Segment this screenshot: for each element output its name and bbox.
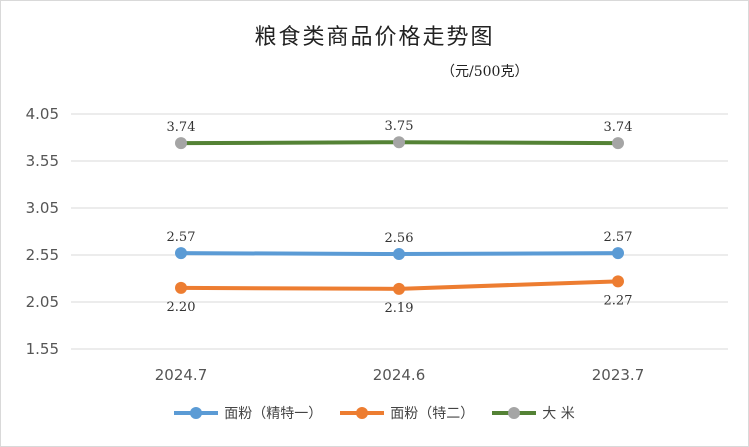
data-label: 2.19: [385, 301, 414, 316]
y-tick-label: 1.55: [26, 340, 59, 358]
legend-swatch-flour-premium: [174, 406, 219, 420]
legend-item-flour-premium: 面粉（精特一）: [174, 403, 322, 423]
data-label: 3.74: [604, 120, 633, 135]
data-label: 3.74: [167, 120, 196, 135]
data-point: [175, 247, 187, 260]
legend-item-flour-grade2: 面粉（特二）: [340, 403, 474, 423]
data-point: [393, 248, 405, 261]
data-label: 2.57: [604, 230, 633, 245]
x-tick-label: 2024.7: [155, 366, 208, 384]
data-label: 2.57: [167, 230, 196, 245]
legend: 面粉（精特一） 面粉（特二） 大 米: [1, 403, 748, 423]
y-tick-label: 4.05: [26, 105, 59, 123]
y-tick-label: 2.05: [26, 293, 59, 311]
y-tick-label: 3.55: [26, 152, 59, 170]
x-tick-label: 2024.6: [373, 366, 426, 384]
data-point: [175, 281, 187, 294]
data-point: [612, 275, 624, 288]
legend-label-rice: 大 米: [542, 406, 575, 422]
chart-title: 粮食类商品价格走势图: [254, 25, 495, 50]
data-point: [175, 137, 187, 150]
data-label: 3.75: [385, 119, 414, 134]
legend-item-rice: 大 米: [492, 403, 575, 423]
data-point: [612, 247, 624, 260]
y-tick-label: 3.05: [26, 199, 59, 217]
data-label: 2.27: [604, 293, 633, 308]
chart-subtitle: （元/500克）: [441, 64, 529, 80]
data-point: [393, 282, 405, 295]
data-point: [612, 137, 624, 150]
legend-label-flour-grade2: 面粉（特二）: [390, 406, 475, 422]
y-tick-label: 2.55: [26, 246, 59, 264]
x-tick-label: 2023.7: [592, 366, 645, 384]
data-label: 2.56: [385, 231, 414, 246]
data-point: [393, 136, 405, 149]
legend-swatch-flour-grade2: [340, 406, 385, 420]
legend-swatch-rice: [492, 406, 537, 420]
data-label: 2.20: [167, 300, 196, 315]
legend-label-flour-premium: 面粉（精特一）: [224, 406, 323, 422]
